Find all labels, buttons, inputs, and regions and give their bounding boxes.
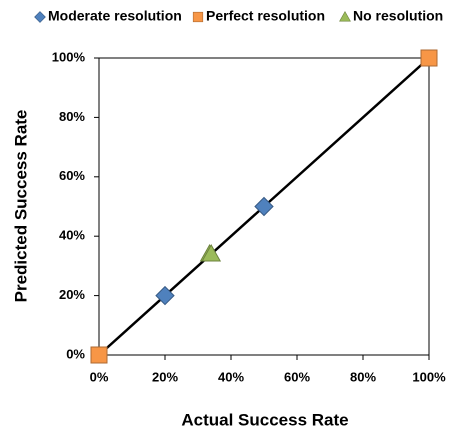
y-axis-title: Predicted Success Rate: [11, 110, 30, 303]
y-tick-label: 80%: [59, 109, 85, 124]
point: [201, 244, 222, 262]
y-tick-label: 60%: [59, 168, 85, 183]
x-tick-label: 20%: [152, 369, 178, 384]
legend-label: Perfect resolution: [206, 8, 325, 24]
legend-label: Moderate resolution: [48, 8, 182, 24]
legend-marker: [192, 11, 204, 23]
y-tick-label: 0%: [66, 346, 85, 361]
point: [420, 49, 438, 67]
legend-label: No resolution: [353, 8, 443, 24]
plot-frame: [98, 57, 430, 356]
legend-marker: [34, 11, 46, 23]
point: [155, 285, 175, 306]
x-tick-label: 80%: [350, 369, 376, 384]
y-tick-label: 40%: [59, 228, 85, 243]
y-tick-label: 20%: [59, 287, 85, 302]
x-tick-label: 0%: [90, 369, 109, 384]
x-axis-title: Actual Success Rate: [181, 410, 348, 429]
x-tick-label: 100%: [412, 369, 446, 384]
legend-marker: [339, 10, 351, 22]
x-tick-label: 60%: [284, 369, 310, 384]
x-tick-label: 40%: [218, 369, 244, 384]
point: [254, 196, 274, 217]
point: [90, 346, 108, 364]
y-tick-label: 100%: [52, 49, 86, 64]
